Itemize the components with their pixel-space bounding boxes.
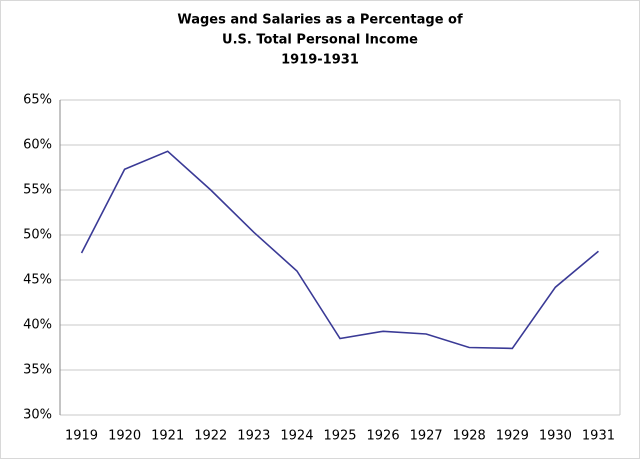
y-tick-label: 50%	[23, 228, 52, 243]
x-tick-label: 1920	[108, 429, 141, 444]
data-line	[80, 150, 599, 350]
y-tick-label: 65%	[23, 93, 52, 108]
x-tick-label: 1925	[323, 429, 356, 444]
x-tick-label: 1924	[280, 429, 313, 444]
x-tick-label: 1921	[151, 429, 184, 444]
x-tick-label: 1922	[194, 429, 227, 444]
y-tick-label: 55%	[23, 183, 52, 198]
y-tick-label: 40%	[23, 318, 52, 333]
chart-title: 1919-1931	[281, 53, 359, 68]
x-tick-label: 1919	[65, 429, 98, 444]
x-tick-label: 1928	[453, 429, 486, 444]
chart-title: U.S. Total Personal Income	[222, 33, 418, 48]
x-tick-label: 1929	[496, 429, 529, 444]
x-tick-label: 1931	[582, 429, 615, 444]
chart-title: Wages and Salaries as a Percentage of	[177, 13, 463, 28]
y-tick-label: 45%	[23, 273, 52, 288]
y-tick-label: 30%	[23, 408, 52, 423]
y-tick-label: 60%	[23, 138, 52, 153]
y-tick-label: 35%	[23, 363, 52, 378]
x-tick-label: 1930	[539, 429, 572, 444]
x-tick-label: 1927	[410, 429, 443, 444]
x-tick-label: 1926	[367, 429, 400, 444]
x-tick-label: 1923	[237, 429, 270, 444]
